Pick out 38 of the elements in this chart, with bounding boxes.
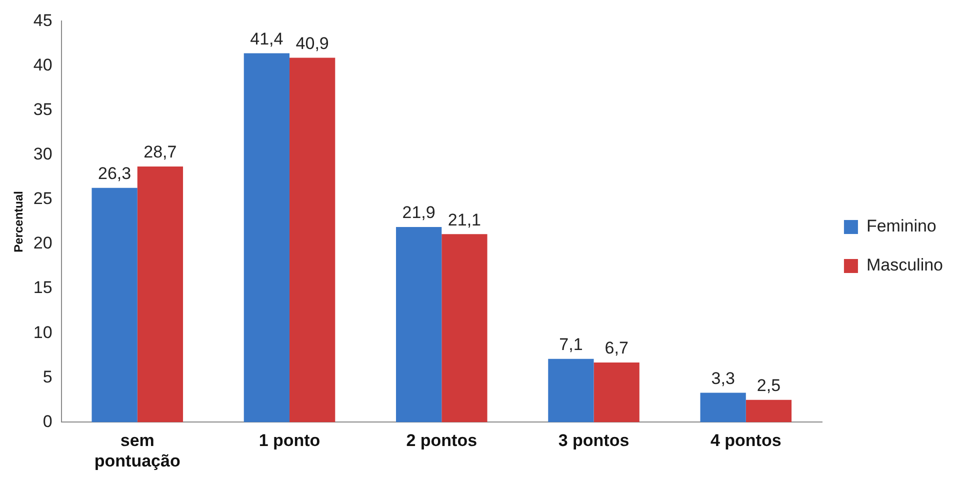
data-label: 7,1 <box>559 335 583 354</box>
bar <box>396 227 442 422</box>
bar <box>92 188 138 422</box>
data-label: 6,7 <box>604 338 628 358</box>
y-tick-label: 15 <box>33 278 52 298</box>
x-tick-label: 2 pontos <box>406 431 478 450</box>
bar <box>594 362 640 422</box>
y-tick-label: 25 <box>33 189 52 208</box>
bar <box>244 53 290 422</box>
data-label: 21,9 <box>402 203 436 222</box>
bar <box>746 400 792 422</box>
y-tick-label: 20 <box>33 234 52 253</box>
legend-label: Feminino <box>866 216 936 236</box>
bar <box>137 166 184 422</box>
bar <box>290 58 336 422</box>
y-tick-label: 0 <box>42 412 52 431</box>
x-tick-label: sem pontuação <box>94 431 180 470</box>
data-label: 41,4 <box>250 29 284 48</box>
y-axis-title: Percentual <box>12 191 26 252</box>
y-tick-label: 35 <box>33 100 52 119</box>
data-label: 40,9 <box>296 34 329 53</box>
data-label: 21,1 <box>448 210 482 230</box>
x-tick-label: 3 pontos <box>558 431 630 450</box>
legend-label: Masculino <box>866 256 944 275</box>
data-label: 2,5 <box>756 376 781 396</box>
x-tick-label: 1 ponto <box>258 431 320 450</box>
y-tick-label: 40 <box>33 55 52 74</box>
data-label: 26,3 <box>98 164 132 184</box>
y-tick-label: 45 <box>33 10 52 30</box>
bar <box>548 358 594 422</box>
y-tick-label: 5 <box>42 367 52 386</box>
data-label: 28,7 <box>144 142 177 162</box>
bar <box>442 234 488 422</box>
x-tick-label: 4 pontos <box>710 431 782 450</box>
bar <box>700 392 746 422</box>
y-tick-label: 30 <box>33 144 52 164</box>
y-tick-label: 10 <box>33 322 52 342</box>
data-label: 3,3 <box>711 368 735 388</box>
